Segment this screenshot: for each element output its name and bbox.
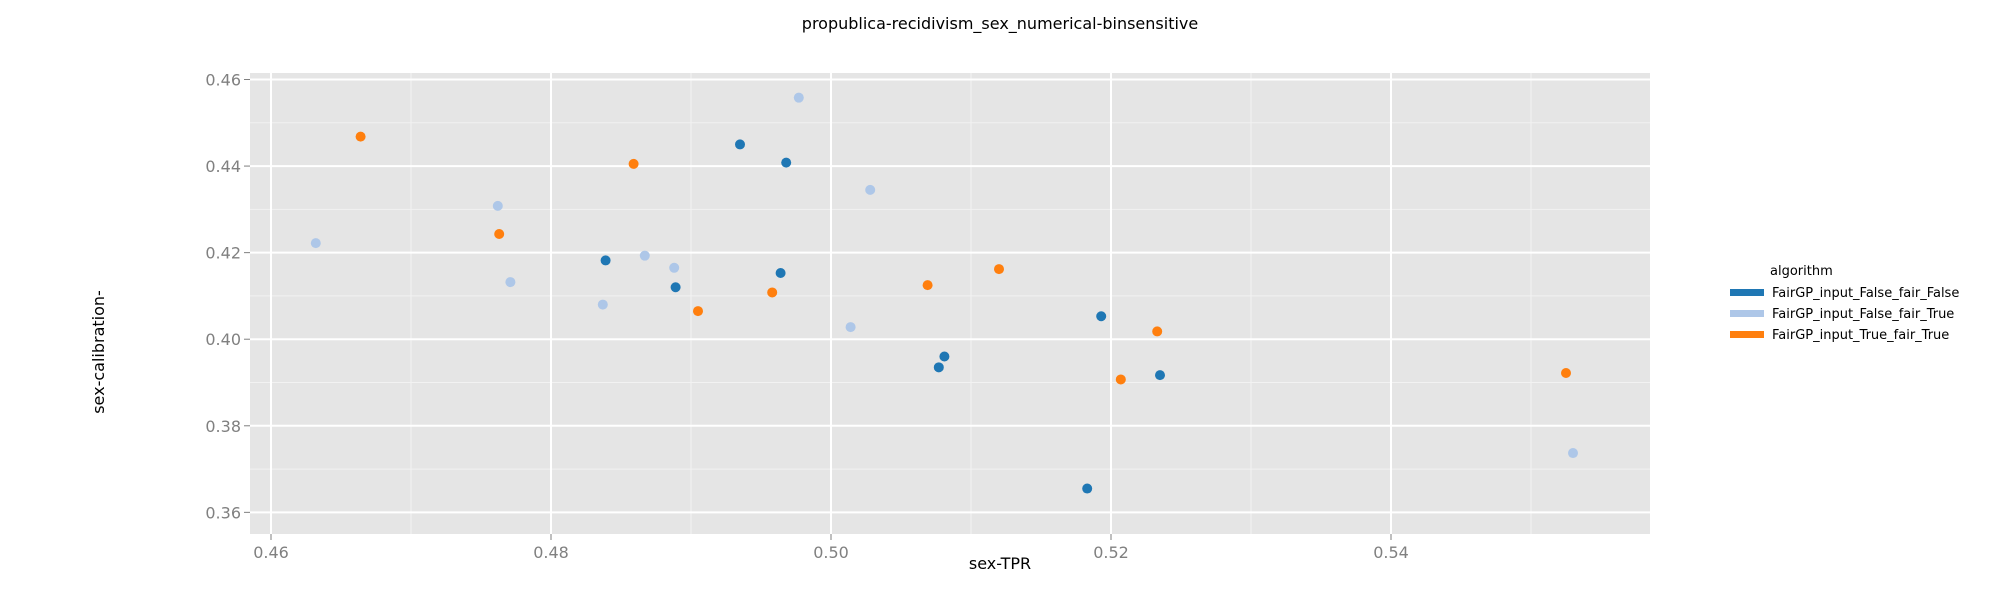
legend-swatch xyxy=(1730,310,1764,317)
x-tick-label: 0.46 xyxy=(253,543,289,562)
data-point xyxy=(492,200,503,211)
data-point xyxy=(355,131,366,142)
data-point xyxy=(865,184,876,195)
data-point xyxy=(1568,448,1578,459)
data-point xyxy=(310,238,321,249)
data-point xyxy=(1561,367,1571,378)
data-point xyxy=(628,158,639,169)
x-tick-label: 0.54 xyxy=(1373,543,1409,562)
legend-swatch xyxy=(1730,289,1764,296)
y-tick-label: 0.44 xyxy=(205,157,241,176)
legend-entry-label: FairGP_input_False_fair_True xyxy=(1772,307,1954,322)
data-point xyxy=(494,229,505,240)
data-point xyxy=(669,262,680,273)
legend-swatch xyxy=(1730,331,1764,338)
data-point xyxy=(1082,483,1093,494)
x-tick-label: 0.52 xyxy=(1093,543,1129,562)
y-axis-ticks: 0.36 0.38 0.40 0.42 0.44 0.46 xyxy=(205,70,250,522)
data-point xyxy=(775,267,786,278)
y-tick-label: 0.46 xyxy=(205,70,241,89)
data-point xyxy=(639,250,650,261)
series-3-points xyxy=(355,131,1571,385)
data-point xyxy=(939,351,950,362)
data-point xyxy=(735,139,745,150)
y-tick-label: 0.36 xyxy=(205,503,241,522)
legend-entry-label: FairGP_input_False_fair_False xyxy=(1772,286,1959,301)
data-point xyxy=(781,157,792,168)
data-point xyxy=(693,306,703,317)
data-point xyxy=(845,322,856,333)
x-tick-label: 0.48 xyxy=(533,543,569,562)
legend-title: algorithm xyxy=(1770,264,1833,279)
data-point xyxy=(1096,311,1107,322)
data-point xyxy=(597,299,608,310)
data-point xyxy=(767,287,778,298)
data-point xyxy=(600,255,611,266)
y-tick-label: 0.38 xyxy=(205,417,241,436)
y-tick-label: 0.40 xyxy=(205,330,241,349)
data-point xyxy=(793,92,804,103)
y-axis-label: sex-calibration- xyxy=(89,290,108,414)
data-point xyxy=(505,277,516,288)
legend-items: FairGP_input_False_fair_False FairGP_inpu… xyxy=(1730,286,1959,343)
data-point xyxy=(670,282,681,293)
plot-background xyxy=(250,73,1650,534)
series-2-points xyxy=(310,92,1578,459)
x-tick-label: 0.50 xyxy=(813,543,849,562)
data-point xyxy=(994,264,1004,275)
data-points xyxy=(310,92,1578,494)
chart-title: propublica-recidivism_sex_numerical-bins… xyxy=(802,14,1198,34)
data-point xyxy=(1152,326,1163,337)
data-point xyxy=(933,362,944,373)
data-point xyxy=(1155,370,1165,381)
x-axis-label: sex-TPR xyxy=(969,554,1031,573)
major-gridlines xyxy=(250,73,1650,534)
minor-gridlines xyxy=(250,73,1650,534)
series-1-points xyxy=(600,139,1165,494)
data-point xyxy=(922,280,933,291)
legend: algorithm FairGP_input_False_fair_FalseF… xyxy=(1730,264,1959,343)
y-tick-label: 0.42 xyxy=(205,244,241,263)
data-point xyxy=(1115,374,1126,385)
legend-entry-label: FairGP_input_True_fair_True xyxy=(1772,328,1949,343)
x-axis-ticks: 0.46 0.48 0.50 0.52 0.54 xyxy=(253,534,1409,562)
